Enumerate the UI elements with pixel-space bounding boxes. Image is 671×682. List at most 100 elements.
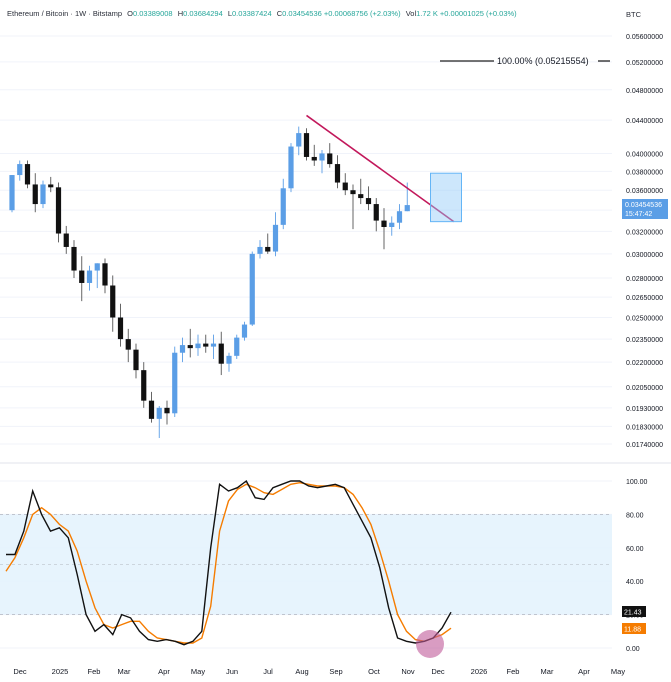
candle-body [148, 400, 155, 419]
candle-body [125, 339, 131, 350]
x-axis-label: Mar [541, 667, 554, 676]
currency-label: BTC [626, 10, 641, 19]
candle-body [404, 205, 410, 212]
stoch-k-badge [622, 606, 646, 617]
price-tick-label: 0.02200000 [626, 360, 663, 367]
low-value: 0.03387424 [232, 9, 272, 18]
candle-body [94, 263, 100, 271]
x-axis-label: 2025 [52, 667, 69, 676]
candle-body [249, 253, 255, 325]
candle-body [296, 133, 302, 147]
candle-body [210, 343, 217, 347]
candle-body [396, 211, 403, 223]
close-label: C [276, 9, 283, 18]
projection-box[interactable] [430, 172, 462, 223]
open-value: 0.03389008 [132, 9, 173, 18]
candle-body [358, 194, 364, 199]
price-tick-label: 0.04000000 [626, 151, 663, 158]
candle-body [373, 204, 379, 221]
candle-body [179, 345, 186, 353]
stoch-tick-label: 80.00 [626, 512, 644, 519]
fib-level-label: 100.00% (0.05215554) [497, 56, 589, 66]
candle-body [234, 337, 240, 356]
candle-body [40, 184, 46, 205]
candle-body [86, 270, 93, 283]
candle-body [156, 407, 162, 419]
candle-body [389, 222, 395, 227]
volume-value: 1.72 K [416, 9, 438, 18]
candle-body [280, 188, 286, 225]
candle-body [342, 182, 348, 191]
x-axis-label: Dec [431, 667, 445, 676]
price-tick-label: 0.03200000 [626, 229, 663, 236]
candle-body [311, 156, 317, 161]
x-axis-label: Aug [295, 667, 308, 676]
candle-body [187, 345, 193, 349]
candle-body [117, 317, 124, 340]
price-badge [622, 199, 668, 219]
price-tick-label: 0.04800000 [626, 88, 663, 95]
x-axis-label: Apr [578, 667, 590, 676]
candle-body [381, 220, 387, 227]
candle-body [241, 324, 248, 338]
candle-body [164, 407, 170, 414]
open-label: O [127, 9, 133, 18]
candle-body [79, 270, 85, 283]
candle-body [327, 153, 333, 165]
price-tick-label: 0.05600000 [626, 34, 663, 41]
chart-header: Ethereum / Bitcoin · 1W · Bitstamp O0.03… [7, 9, 517, 18]
candle-body [319, 153, 325, 161]
symbol-title: Ethereum / Bitcoin · 1W · Bitstamp [7, 9, 123, 18]
close-value: 0.03454536 [282, 9, 322, 18]
candle-body [334, 164, 341, 183]
x-axis-label: May [191, 667, 205, 676]
stoch-tick-label: 0.00 [626, 646, 640, 653]
price-badge-value: 0.03454536 [625, 202, 662, 209]
candle-body [257, 246, 263, 254]
stoch-tick-label: 60.00 [626, 546, 644, 553]
stoch-k-line [6, 479, 452, 646]
x-axis-label: Jun [226, 667, 238, 676]
candle-body [110, 285, 116, 318]
x-axis-label: Jul [263, 667, 273, 676]
x-axis-label: 2026 [471, 667, 488, 676]
price-tick-label: 0.02500000 [626, 316, 663, 323]
price-tick-label: 0.01740000 [626, 442, 663, 449]
candle-body [303, 133, 310, 157]
low-label: L [227, 9, 233, 18]
x-axis-label: Nov [401, 667, 415, 676]
x-axis-label: Dec [13, 667, 27, 676]
x-axis-label: Apr [158, 667, 170, 676]
candle-body [195, 343, 201, 349]
price-tick-label: 0.03800000 [626, 169, 663, 176]
high-value: 0.03684294 [183, 9, 223, 18]
downtrend-line[interactable] [306, 114, 455, 223]
stoch-d-badge [622, 623, 646, 634]
volume-change: +0.00001025 (+0.03%) [439, 9, 517, 18]
candle-body [55, 187, 62, 234]
candle-body [141, 370, 147, 401]
candle-body [265, 246, 271, 252]
stoch-k-value: 21.43 [624, 610, 642, 617]
price-tick-label: 0.02350000 [626, 337, 663, 344]
price-tick-label: 0.02050000 [626, 385, 663, 392]
candle-body [172, 352, 178, 414]
price-tick-label: 0.03000000 [626, 252, 663, 259]
price-tick-label: 0.03600000 [626, 188, 663, 195]
x-axis-label: Oct [368, 667, 381, 676]
stoch-tick-label: 40.00 [626, 579, 644, 586]
candle-body [203, 343, 209, 347]
candle-body [365, 198, 372, 205]
candle-body [133, 349, 139, 371]
x-axis-label: May [611, 667, 625, 676]
candle-body [32, 184, 38, 205]
stoch-d-line [5, 481, 452, 644]
candle-body [350, 190, 356, 195]
high-label: H [177, 9, 184, 18]
price-tick-label: 0.01830000 [626, 424, 663, 431]
candle-body [63, 233, 69, 247]
candle-body [71, 246, 77, 271]
stoch-d-value: 11.88 [624, 627, 641, 634]
price-tick-label: 0.05200000 [626, 60, 663, 67]
